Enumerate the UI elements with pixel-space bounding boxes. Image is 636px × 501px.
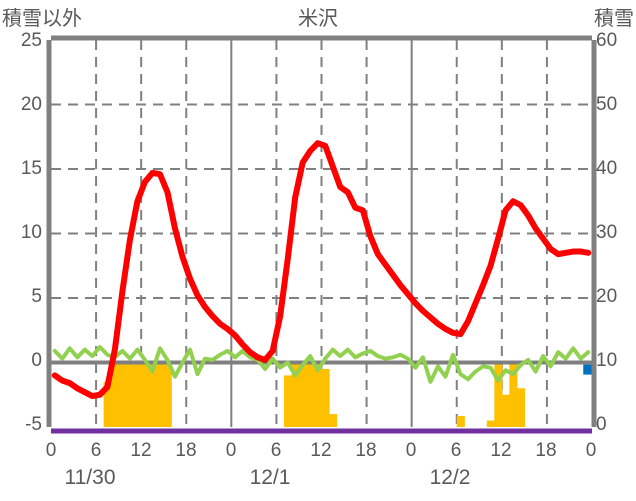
left-axis-tick: -5 [25, 414, 42, 435]
bars-layer [103, 362, 525, 427]
right-axis-tick: 20 [596, 286, 618, 307]
x-axis-tick: 0 [585, 440, 597, 461]
day-label: 12/1 [249, 466, 291, 489]
x-axis-tick: 12 [310, 440, 332, 461]
x-axis-tick: 6 [450, 440, 462, 461]
right-axis-tick: 50 [596, 94, 618, 115]
plot-frame [46, 35, 597, 427]
chart-title: 米沢 [298, 8, 338, 30]
right-axis-unit-label: 積雪 [594, 8, 634, 30]
day-label: 12/2 [429, 466, 471, 489]
right-axis-tick: 60 [596, 30, 618, 51]
x-axis-tick: 12 [130, 440, 152, 461]
x-axis-tick: 18 [175, 440, 197, 461]
left-axis-tick: 10 [20, 222, 42, 243]
x-axis-tick: 18 [355, 440, 377, 461]
x-axis-tick: 0 [225, 440, 237, 461]
left-axis-tick: 0 [31, 350, 42, 371]
right-axis-tick: 40 [596, 158, 618, 179]
right-axis-tick: 0 [596, 414, 607, 435]
left-axis-tick: 25 [20, 30, 42, 51]
x-axis-tick: 0 [405, 440, 417, 461]
left-axis-tick: 20 [20, 94, 42, 115]
right-axis-tick: 30 [596, 222, 618, 243]
x-axis-tick: 6 [90, 440, 102, 461]
x-axis-tick: 0 [45, 440, 57, 461]
x-axis-tick: 12 [490, 440, 512, 461]
left-axis-tick: 15 [20, 158, 42, 179]
temperature-line-series [51, 140, 592, 400]
markers-layer [583, 364, 594, 375]
left-axis-unit-label: 積雪以外 [2, 8, 82, 30]
x-axis-tick: 18 [535, 440, 557, 461]
secondary-line-series [52, 345, 591, 384]
x-axis-tick: 6 [270, 440, 282, 461]
left-axis-tick: 5 [31, 286, 42, 307]
day-label: 11/30 [64, 466, 116, 489]
right-axis-tick: 10 [596, 350, 618, 371]
